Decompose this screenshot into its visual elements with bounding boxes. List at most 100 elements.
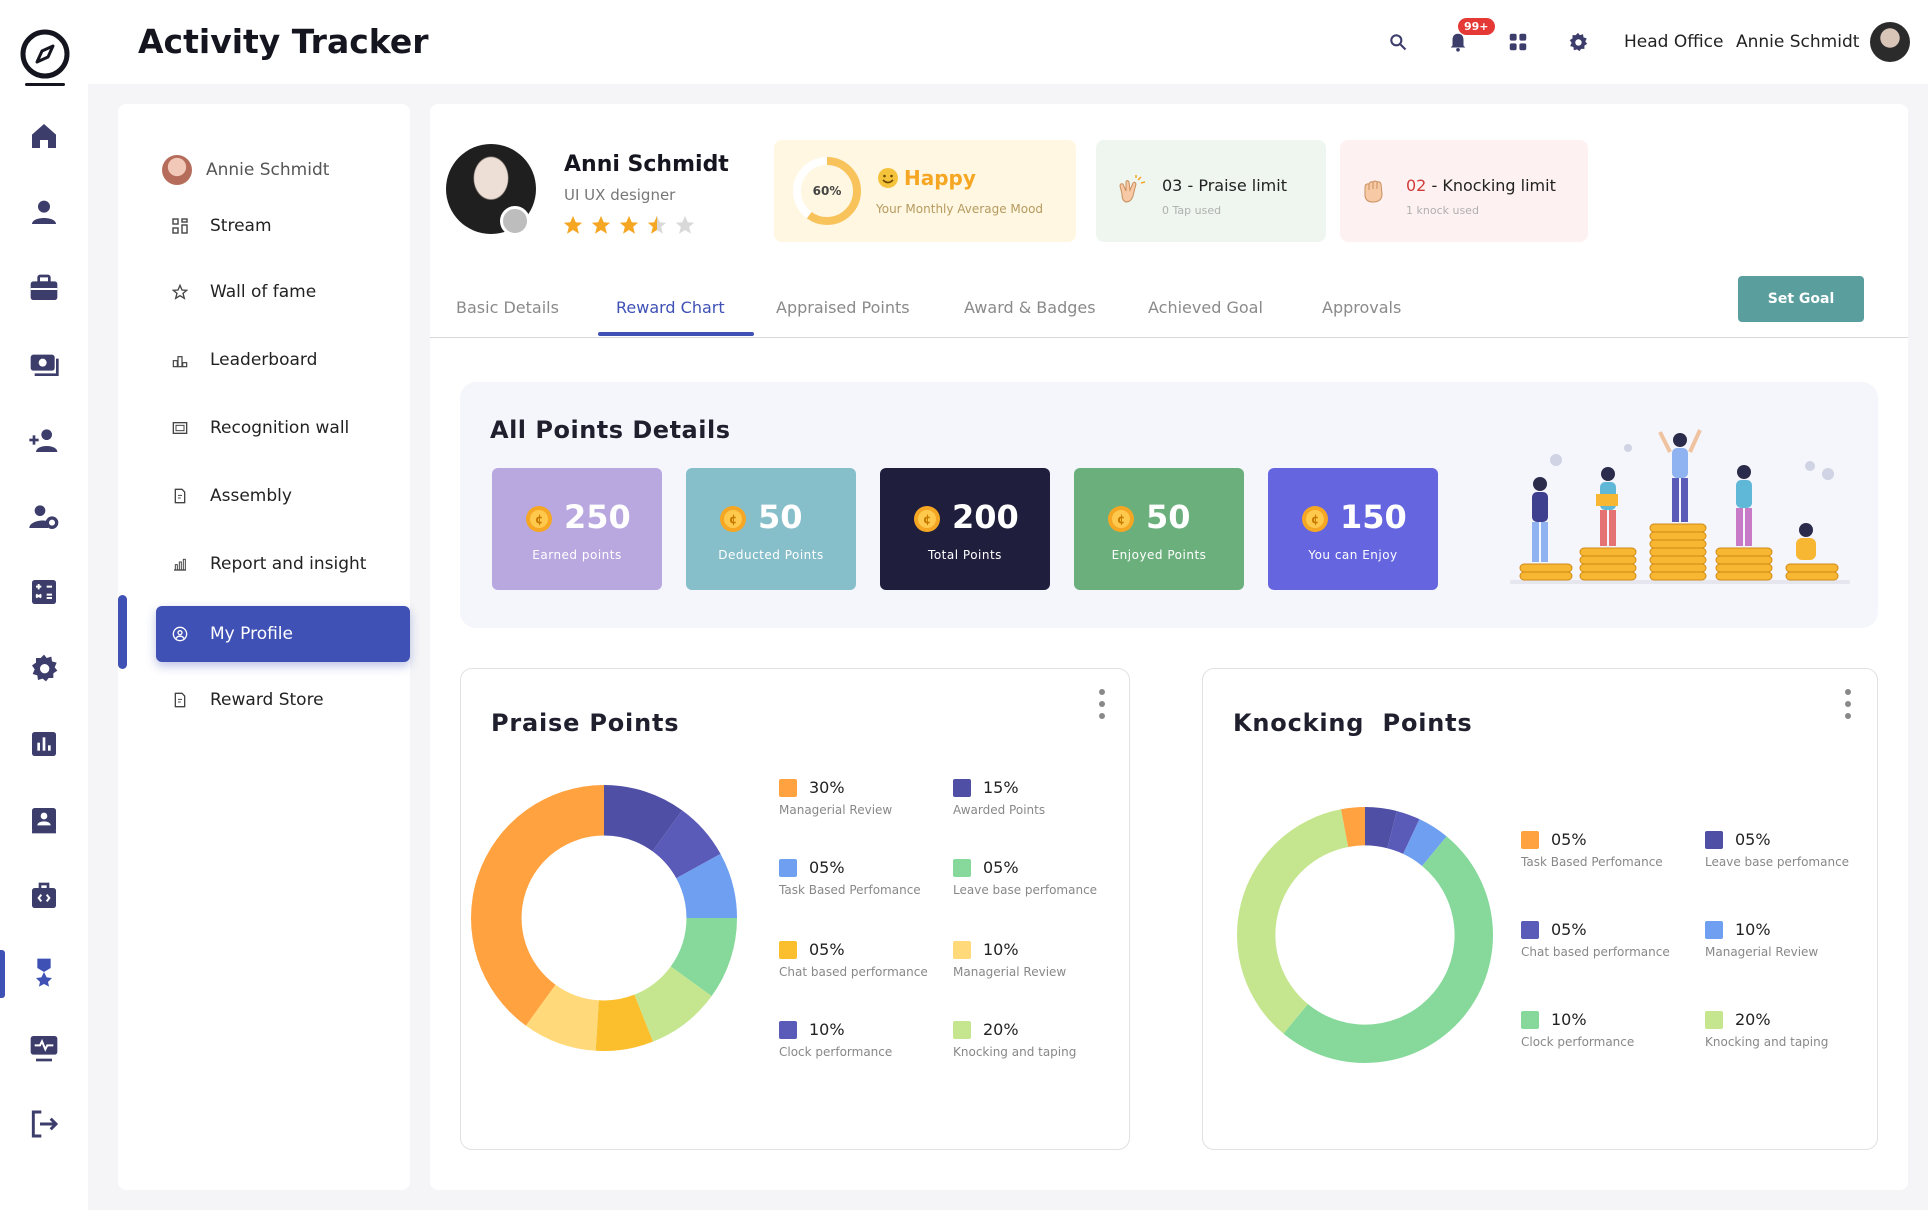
sidenav-active-indicator — [118, 595, 127, 669]
points-label: You can Enjoy — [1308, 548, 1398, 562]
deducted-points-tile[interactable]: ¢ 50 Deducted Points — [686, 468, 856, 590]
money-icon[interactable] — [0, 336, 88, 392]
legend-swatch — [779, 859, 797, 877]
praise-limit-card: 03 - Praise limit 0 Tap used — [1096, 140, 1326, 242]
bell-icon[interactable] — [1444, 28, 1472, 56]
donut-segment[interactable] — [1365, 807, 1397, 849]
legend-swatch — [953, 859, 971, 877]
tab-award-badges[interactable]: Award & Badges — [964, 298, 1096, 317]
tab-approvals[interactable]: Approvals — [1322, 298, 1402, 317]
donut-segment[interactable] — [1341, 807, 1365, 847]
svg-text:¢: ¢ — [1117, 513, 1125, 527]
briefcase-icon[interactable] — [0, 260, 88, 316]
user-icon[interactable] — [0, 184, 88, 240]
profile-badge-icon — [500, 206, 530, 236]
coin-icon: ¢ — [720, 506, 746, 532]
sidebar-item-report-and-insight[interactable]: Report and insight — [156, 536, 410, 592]
compass-logo-icon[interactable] — [19, 28, 71, 88]
avatar[interactable] — [1870, 22, 1910, 62]
monitor-pulse-icon[interactable] — [0, 1020, 88, 1076]
home-icon[interactable] — [0, 108, 88, 164]
medal-icon[interactable] — [0, 944, 88, 1000]
knock-fist-icon — [1364, 180, 1383, 203]
donut-segment[interactable] — [652, 810, 721, 879]
donut-segment[interactable] — [1387, 811, 1420, 854]
side-nav: Annie Schmidt Stream Wall of fame Leader… — [118, 104, 410, 1190]
donut-segment[interactable] — [471, 785, 604, 1026]
profile-name: Anni Schmidt — [564, 152, 729, 177]
can-enjoy-points-tile[interactable]: ¢ 150 You can Enjoy — [1268, 468, 1438, 590]
svg-text:¢: ¢ — [923, 513, 931, 527]
svg-text:¢: ¢ — [535, 513, 543, 527]
tab-reward-chart[interactable]: Reward Chart — [616, 298, 725, 317]
legend-swatch — [1705, 921, 1723, 939]
earned-points-tile[interactable]: ¢ 250 Earned points — [492, 468, 662, 590]
podium-icon — [170, 350, 190, 370]
donut-segment[interactable] — [670, 918, 737, 997]
office-selector[interactable]: Head Office — [1624, 32, 1724, 52]
sidebar-item-label: Report and insight — [210, 554, 367, 574]
sidebar-item-leaderboard[interactable]: Leaderboard — [156, 332, 410, 388]
enjoyed-points-tile[interactable]: ¢ 50 Enjoyed Points — [1074, 468, 1244, 590]
set-goal-button[interactable]: Set Goal — [1738, 276, 1864, 322]
legend-swatch — [1521, 1011, 1539, 1029]
chart-title: Knocking Points — [1233, 709, 1473, 737]
donut-segment[interactable] — [595, 994, 653, 1051]
donut-segment[interactable] — [525, 984, 599, 1051]
points-title: All Points Details — [490, 416, 731, 444]
praise-limit-title: 03 - Praise limit — [1162, 176, 1287, 195]
sidebar-item-recognition-wall[interactable]: Recognition wall — [156, 400, 410, 456]
mood-card: 60% Happy Your Monthly Average Mood — [774, 140, 1076, 242]
logout-icon[interactable] — [0, 1096, 88, 1152]
star-icon — [619, 215, 639, 234]
donut-segment[interactable] — [676, 853, 737, 918]
star-icon — [675, 215, 695, 234]
legend-swatch — [1705, 1011, 1723, 1029]
more-options-icon[interactable] — [1097, 687, 1107, 721]
legend-swatch — [1521, 921, 1539, 939]
tab-appraised-points[interactable]: Appraised Points — [776, 298, 910, 317]
report-chart-icon — [170, 554, 190, 574]
donut-segment[interactable] — [604, 785, 683, 852]
rating-stars — [562, 214, 696, 236]
sidebar-item-assembly[interactable]: Assembly — [156, 468, 410, 524]
main-content: Anni Schmidt UI UX designer 60% Happy Yo… — [430, 104, 1908, 1190]
add-user-icon[interactable] — [0, 412, 88, 468]
sidebar-item-my-profile[interactable]: My Profile — [156, 606, 410, 662]
user-settings-icon[interactable] — [0, 488, 88, 544]
gear-icon[interactable] — [0, 640, 88, 696]
sidenav-user[interactable]: Annie Schmidt — [156, 142, 410, 198]
praise-limit-sub: 0 Tap used — [1162, 204, 1222, 217]
donut-segment[interactable] — [1237, 809, 1349, 1034]
header-user-name[interactable]: Annie Schmidt — [1736, 32, 1860, 52]
bar-chart-icon[interactable] — [0, 716, 88, 772]
sidebar-item-stream[interactable]: Stream — [156, 198, 410, 254]
tab-basic-details[interactable]: Basic Details — [456, 298, 559, 317]
search-icon[interactable] — [1384, 28, 1412, 56]
sidebar-item-reward-store[interactable]: Reward Store — [156, 672, 410, 728]
settings-icon[interactable] — [1564, 28, 1592, 56]
sidebar-item-label: Stream — [210, 216, 272, 236]
calculator-icon[interactable] — [0, 564, 88, 620]
mood-subtitle: Your Monthly Average Mood — [876, 202, 1044, 216]
tab-achieved-goal[interactable]: Achieved Goal — [1148, 298, 1263, 317]
code-case-icon[interactable] — [0, 868, 88, 924]
id-card-icon[interactable] — [0, 792, 88, 848]
mood-ring — [793, 157, 861, 225]
knocking-limit-card: 02 - Knocking limit 1 knock used — [1340, 140, 1588, 242]
sidebar-item-label: Reward Store — [210, 690, 324, 710]
donut-segment[interactable] — [1283, 836, 1493, 1063]
document-icon — [170, 690, 190, 710]
total-points-tile[interactable]: ¢ 200 Total Points — [880, 468, 1050, 590]
knocking-donut-chart — [1237, 807, 1493, 1063]
legend-swatch — [779, 941, 797, 959]
apps-grid-icon[interactable] — [1504, 28, 1532, 56]
more-options-icon[interactable] — [1843, 687, 1853, 721]
points-label: Enjoyed Points — [1111, 548, 1207, 562]
sidebar-item-wall-of-fame[interactable]: Wall of fame — [156, 264, 410, 320]
sidebar-item-label: Leaderboard — [210, 350, 318, 370]
all-points-panel: All Points Details ¢ 250 Earned points ¢… — [460, 382, 1878, 628]
legend-swatch — [953, 779, 971, 797]
donut-segment[interactable] — [1403, 819, 1447, 866]
donut-segment[interactable] — [634, 966, 712, 1042]
